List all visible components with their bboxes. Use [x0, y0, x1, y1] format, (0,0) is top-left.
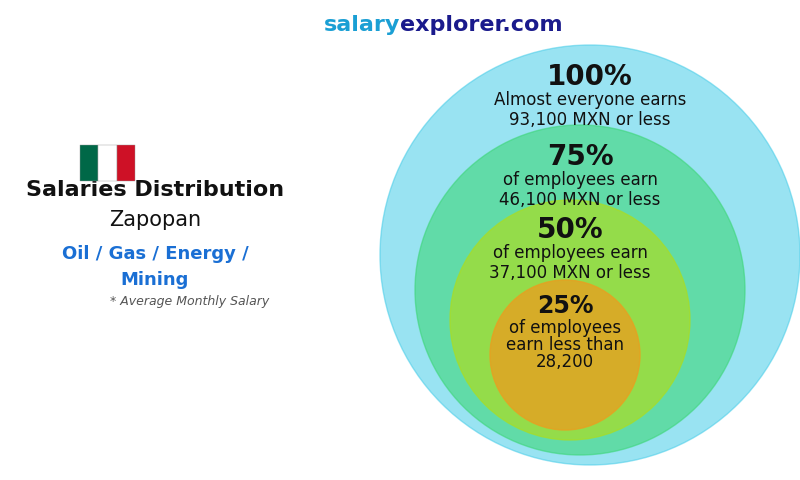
- Bar: [98, 145, 117, 181]
- Text: of employees: of employees: [509, 319, 621, 337]
- Text: of employees earn: of employees earn: [502, 171, 658, 189]
- Circle shape: [380, 45, 800, 465]
- Bar: [80, 145, 98, 181]
- Text: 93,100 MXN or less: 93,100 MXN or less: [510, 111, 670, 129]
- Text: earn less than: earn less than: [506, 336, 624, 354]
- Bar: [117, 145, 135, 181]
- Text: Almost everyone earns: Almost everyone earns: [494, 91, 686, 109]
- Text: 28,200: 28,200: [536, 353, 594, 371]
- Circle shape: [490, 280, 640, 430]
- Text: 37,100 MXN or less: 37,100 MXN or less: [490, 264, 650, 282]
- Circle shape: [415, 125, 745, 455]
- Text: of employees earn: of employees earn: [493, 244, 647, 262]
- Text: Zapopan: Zapopan: [109, 210, 201, 230]
- Text: * Average Monthly Salary: * Average Monthly Salary: [110, 295, 270, 308]
- Text: explorer.com: explorer.com: [400, 15, 562, 35]
- Circle shape: [450, 200, 690, 440]
- Text: salary: salary: [324, 15, 400, 35]
- Text: 100%: 100%: [547, 63, 633, 91]
- Text: 25%: 25%: [537, 294, 594, 318]
- Text: 50%: 50%: [537, 216, 603, 244]
- Text: 75%: 75%: [546, 143, 614, 171]
- Text: Oil / Gas / Energy /
Mining: Oil / Gas / Energy / Mining: [62, 245, 248, 289]
- Text: 46,100 MXN or less: 46,100 MXN or less: [499, 191, 661, 209]
- Text: Salaries Distribution: Salaries Distribution: [26, 180, 284, 200]
